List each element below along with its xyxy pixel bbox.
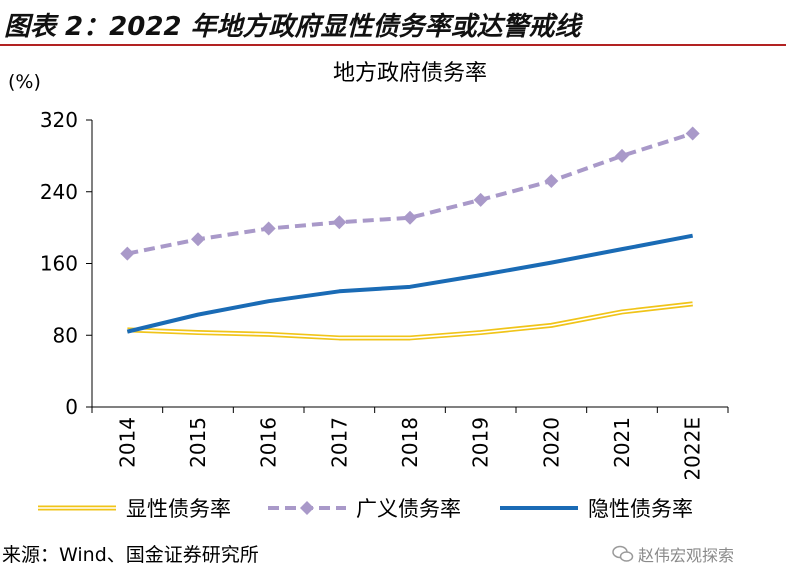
chart-title: 地方政府债务率	[333, 61, 487, 86]
data-point-marker	[120, 246, 135, 261]
series-line-inner	[127, 303, 693, 339]
series-1	[127, 301, 693, 341]
figure-title: 图表 2：2022 年地方政府显性债务率或达警戒线	[4, 12, 581, 42]
x-tick-label: 2015	[186, 417, 210, 468]
series-line	[126, 233, 694, 334]
y-tick-label: 0	[65, 395, 78, 419]
data-point-marker	[261, 221, 276, 236]
data-point-marker	[473, 192, 488, 207]
x-tick-label: 2019	[469, 417, 493, 468]
x-tick-label: 2022E	[681, 417, 705, 481]
data-point-marker	[403, 210, 417, 225]
y-tick-label: 160	[40, 252, 78, 276]
y-tick-label: 240	[40, 180, 78, 204]
x-tick-label: 2014	[115, 417, 139, 468]
legend-item-3: 隐性债务率	[500, 497, 693, 521]
series-line	[126, 131, 694, 256]
x-tick-label: 2020	[539, 417, 563, 468]
legend-label: 广义债务率	[356, 497, 461, 521]
wechat-icon	[612, 545, 634, 563]
title-divider	[0, 44, 786, 46]
data-point-marker	[544, 173, 559, 188]
series-3	[126, 233, 694, 334]
source-note: 来源：Wind、国金证券研究所	[2, 544, 259, 566]
legend-label: 隐性债务率	[588, 497, 693, 521]
y-axis-unit-label: (%)	[8, 71, 41, 93]
legend-item-2: 广义债务率	[268, 497, 461, 521]
data-point-marker	[685, 126, 700, 141]
chart-axes: 0 80 160 240 320 2014 2015 2016 2017 2018 2019 2020…	[40, 108, 729, 481]
watermark: 赵伟宏观探索	[612, 540, 734, 568]
legend-item-1: 显性债务率	[38, 497, 231, 521]
series-2	[120, 126, 700, 261]
y-tick-label: 320	[40, 108, 78, 132]
y-tick-label: 80	[53, 323, 78, 347]
data-point-marker	[332, 215, 347, 230]
chart-legend: 显性债务率 广义债务率 隐性债务率	[38, 497, 693, 521]
x-tick-label: 2016	[257, 417, 281, 468]
data-point-marker	[615, 148, 629, 163]
watermark-text: 赵伟宏观探索	[638, 546, 735, 565]
chart-series	[120, 126, 700, 341]
legend-marker	[300, 501, 314, 515]
data-point-marker	[191, 232, 205, 247]
x-tick-label: 2018	[398, 417, 422, 468]
x-tick-label: 2017	[327, 417, 351, 468]
legend-label: 显性债务率	[126, 497, 231, 521]
x-tick-label: 2021	[610, 417, 634, 468]
